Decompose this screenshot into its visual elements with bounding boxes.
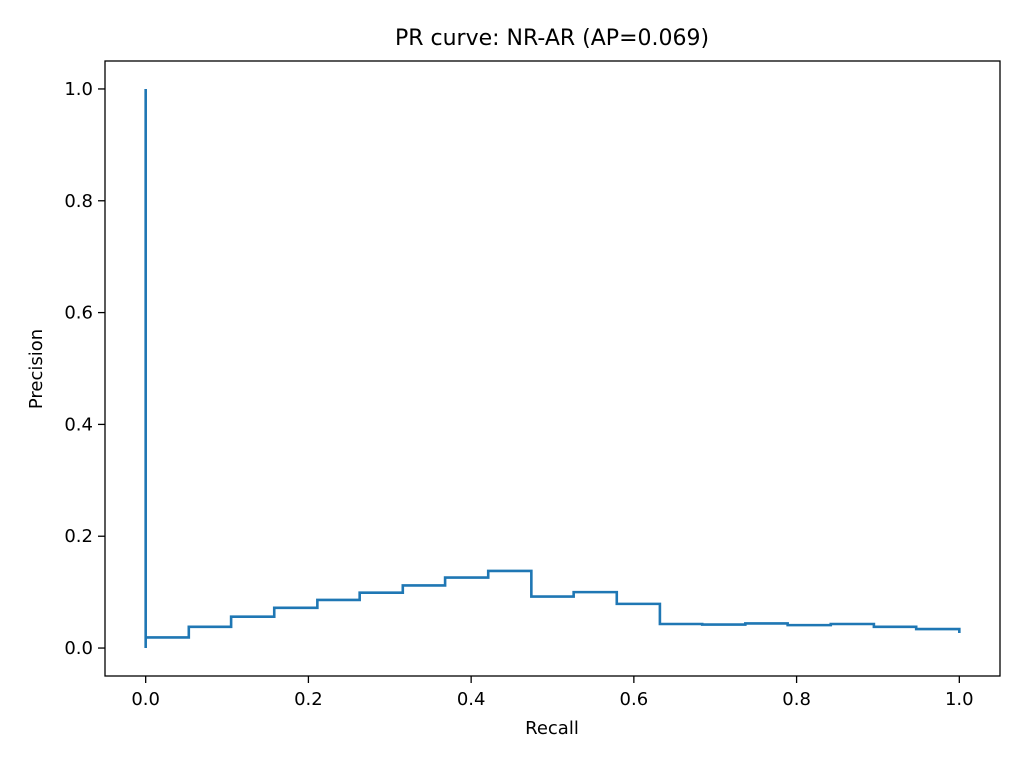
y-tick-label: 0.2	[64, 526, 93, 547]
pr-curve-line	[144, 88, 961, 649]
chart-title: PR curve: NR-AR (AP=0.069)	[395, 26, 709, 51]
y-tick-label: 1.0	[64, 79, 93, 100]
x-tick-label: 0.8	[782, 689, 811, 710]
y-tick-label: 0.0	[64, 638, 93, 659]
x-tick-label: 0.0	[131, 689, 160, 710]
x-axis-label: Recall	[525, 718, 579, 739]
y-tick-label: 0.6	[64, 303, 93, 324]
x-axis: 0.0 0.2 0.4 0.6 0.8 1.0	[131, 676, 974, 710]
y-tick-label: 0.8	[64, 191, 93, 212]
y-axis: 0.0 0.2 0.4 0.6 0.8 1.0	[64, 79, 105, 659]
x-tick-label: 0.6	[620, 689, 649, 710]
plot-frame	[104, 60, 1001, 677]
x-tick-label: 0.4	[457, 689, 486, 710]
y-tick-label: 0.4	[64, 414, 93, 435]
x-tick-label: 0.2	[294, 689, 323, 710]
plot-area	[144, 88, 961, 649]
x-tick-label: 1.0	[945, 689, 974, 710]
y-axis-label: Precision	[26, 329, 47, 409]
